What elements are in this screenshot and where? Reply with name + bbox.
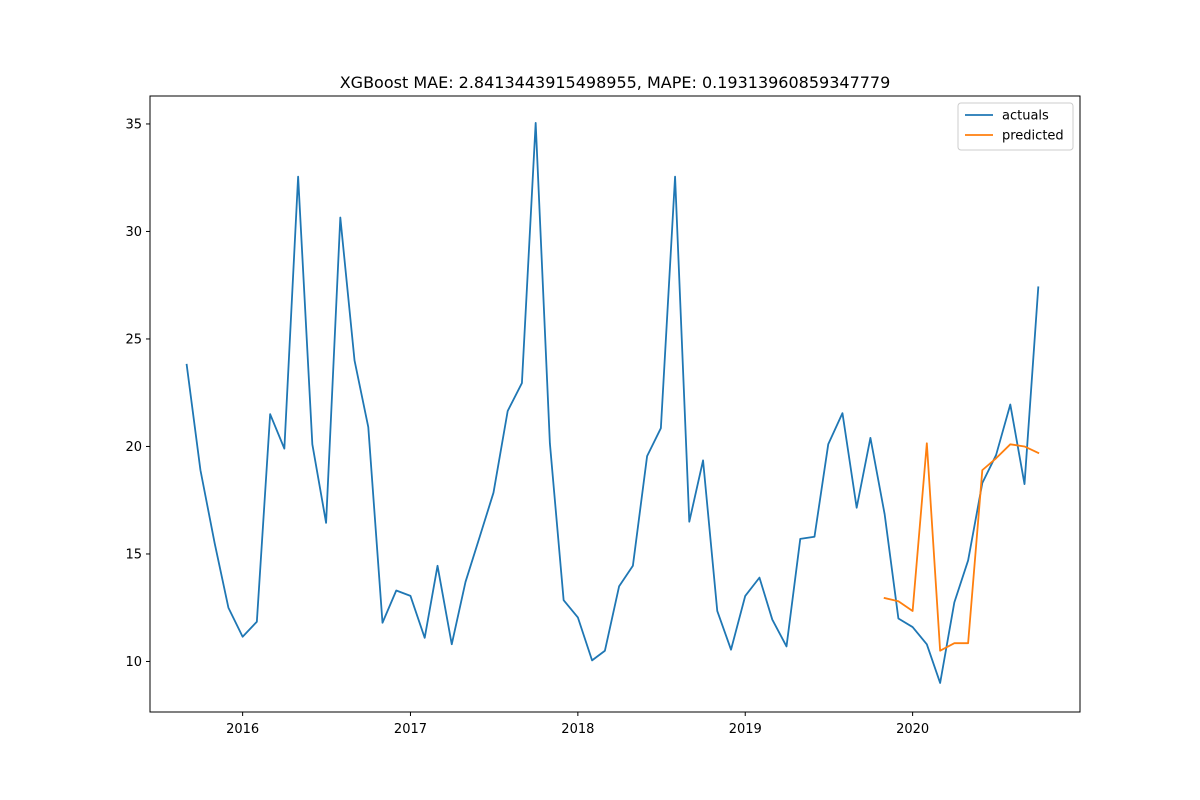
- y-tick-label: 25: [125, 332, 142, 347]
- y-tick-label: 10: [125, 655, 142, 670]
- legend-label-predicted: predicted: [1002, 129, 1064, 144]
- y-tick-label: 20: [125, 440, 142, 455]
- y-axis: 10 15 20 25 30 35: [125, 117, 150, 670]
- x-tick-label: 2016: [226, 722, 259, 737]
- y-tick-label: 15: [125, 547, 142, 562]
- x-tick-label: 2020: [896, 722, 929, 737]
- legend: actuals predicted: [957, 102, 1074, 151]
- series-layer: [185, 121, 1040, 684]
- y-tick-label: 30: [125, 225, 142, 240]
- legend-label-actuals: actuals: [1002, 109, 1049, 124]
- chart-title: XGBoost MAE: 2.8413443915498955, MAPE: 0…: [340, 73, 891, 92]
- x-axis: 2016 2017 2018 2019 2020: [226, 712, 929, 737]
- plot-frame: [149, 95, 1081, 713]
- y-tick-label: 35: [125, 117, 142, 132]
- series-line-predicted: [883, 442, 1040, 652]
- x-tick-label: 2019: [729, 722, 762, 737]
- x-tick-label: 2017: [394, 722, 427, 737]
- x-tick-label: 2018: [561, 722, 594, 737]
